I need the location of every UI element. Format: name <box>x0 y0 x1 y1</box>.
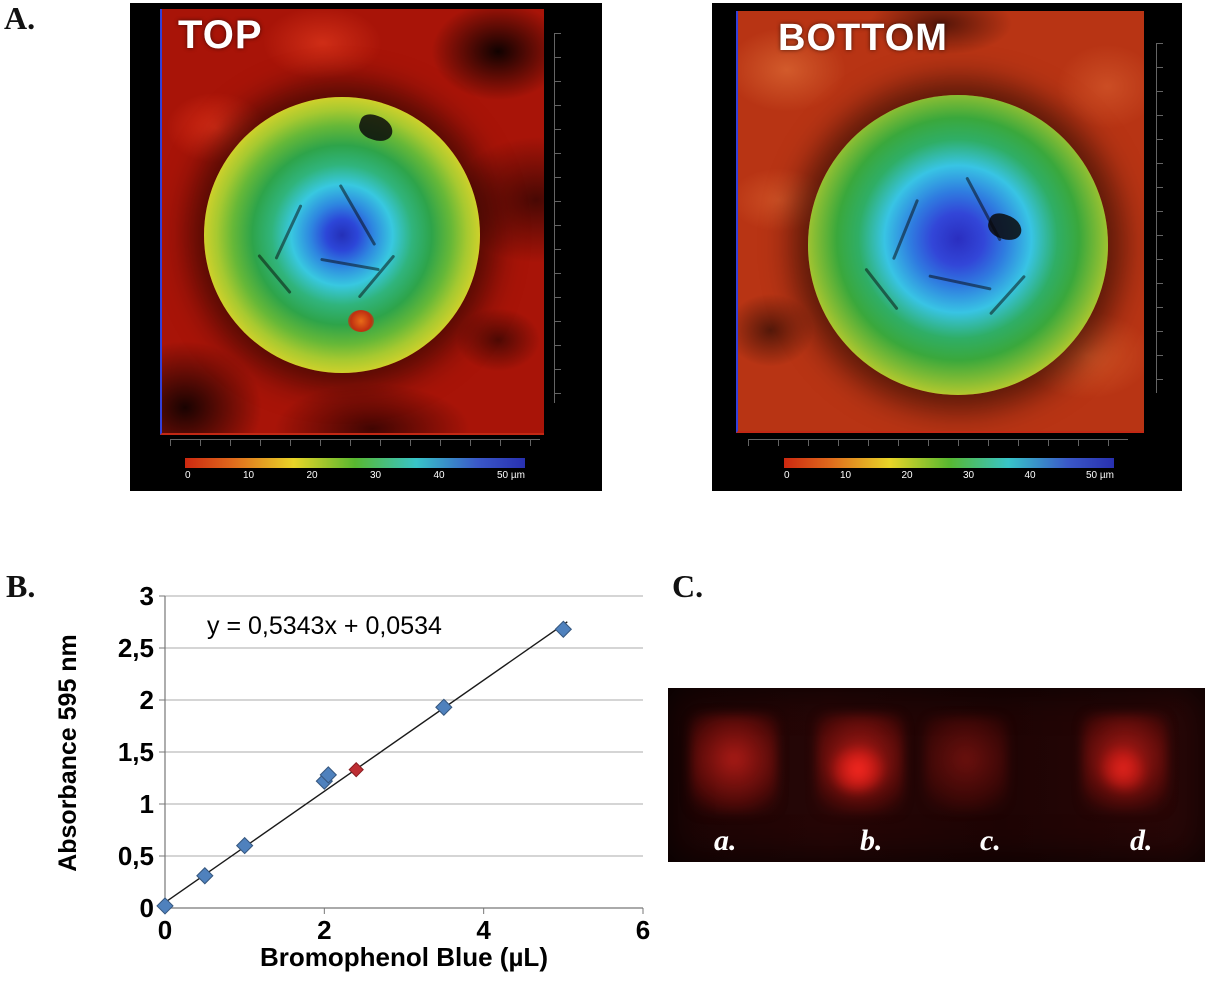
svg-text:1,5: 1,5 <box>118 737 154 767</box>
membrane-spot-b <box>816 714 904 814</box>
micrograph-top: TOP 0 10 20 30 40 50 µm <box>130 3 602 491</box>
micrograph-bottom-image <box>736 11 1144 433</box>
spot-label-d: d. <box>1130 824 1153 857</box>
micrograph-top-title: TOP <box>178 13 263 57</box>
x-axis-ruler <box>170 439 540 446</box>
x-axis-ruler <box>748 439 1128 446</box>
spot-label-c: c. <box>980 824 1001 857</box>
svg-text:0: 0 <box>158 915 172 942</box>
spot-stain <box>924 716 1008 812</box>
spot-label-a: a. <box>714 824 737 857</box>
x-axis-label: Bromophenol Blue (µL) <box>260 942 548 972</box>
depth-colorbar <box>185 458 525 468</box>
colorbar-tick: 10 <box>839 470 852 481</box>
membrane-spot-d <box>1082 714 1168 812</box>
svg-text:4: 4 <box>476 915 491 942</box>
svg-text:1: 1 <box>140 789 154 819</box>
scatter-plot: 0 0,5 1 1,5 2 2,5 3 0 2 4 6 <box>118 582 650 942</box>
cell-boundary <box>965 176 1002 242</box>
svg-text:2,5: 2,5 <box>118 633 154 663</box>
bright-spot <box>347 309 374 332</box>
panel-a-label: A. <box>4 0 36 36</box>
z-axis-ruler <box>554 33 561 403</box>
absorbance-calibration-chart: Absorbance 595 nm 0 0,5 1 1,5 2 2,5 3 0 2 4 6 y = … <box>54 582 655 984</box>
cell-boundary <box>928 274 992 291</box>
cell-boundary <box>274 204 303 260</box>
cell-boundary <box>320 257 380 271</box>
colorbar-tick: 0 <box>185 470 191 481</box>
cell-cluster-depth-map <box>204 97 480 373</box>
depth-colorbar <box>784 458 1114 468</box>
cell-gap <box>355 111 396 145</box>
svg-text:6: 6 <box>636 915 650 942</box>
colorbar-tick: 0 <box>784 470 790 481</box>
cell-boundary <box>357 254 396 299</box>
y-axis-label: Absorbance 595 nm <box>54 634 82 872</box>
colorbar-tick: 20 <box>306 470 318 481</box>
z-axis-ruler <box>1156 43 1163 393</box>
membrane-spot-c <box>924 716 1008 812</box>
micrograph-bottom-title: BOTTOM <box>778 17 948 59</box>
svg-text:0,5: 0,5 <box>118 841 154 871</box>
depth-colorbar-labels: 0 10 20 30 40 50 µm <box>185 470 525 481</box>
cell-boundary <box>864 267 899 311</box>
colorbar-tick: 40 <box>433 470 445 481</box>
spot-label-b: b. <box>860 824 883 857</box>
cell-boundary <box>338 183 377 246</box>
svg-text:2: 2 <box>140 685 154 715</box>
depth-colorbar-labels: 0 10 20 30 40 50 µm <box>784 470 1114 481</box>
cell-boundary <box>988 274 1027 316</box>
panel-b-label: B. <box>6 568 36 604</box>
trendline-equation: y = 0,5343x + 0,0534 <box>207 612 442 640</box>
colorbar-tick: 30 <box>962 470 975 481</box>
svg-text:2: 2 <box>317 915 331 942</box>
membrane-spot-a <box>690 714 778 814</box>
spot-stain <box>690 714 778 814</box>
colorbar-tick: 30 <box>369 470 382 481</box>
micrograph-top-image <box>160 9 544 435</box>
micrograph-bottom: BOTTOM 0 10 20 30 40 50 µm <box>712 3 1182 491</box>
membrane-photo: a. b. c. d. <box>668 688 1205 862</box>
colorbar-tick: 50 µm <box>496 470 525 481</box>
colorbar-tick: 40 <box>1024 470 1036 481</box>
colorbar-tick: 50 µm <box>1085 470 1114 481</box>
svg-text:0: 0 <box>140 893 154 923</box>
colorbar-tick: 20 <box>901 470 913 481</box>
panel-c-label: C. <box>672 568 704 604</box>
colorbar-tick: 10 <box>242 470 255 481</box>
cell-boundary <box>257 253 292 294</box>
cell-boundary <box>891 198 920 261</box>
svg-text:3: 3 <box>140 582 154 611</box>
cell-cluster-depth-map <box>808 95 1108 395</box>
